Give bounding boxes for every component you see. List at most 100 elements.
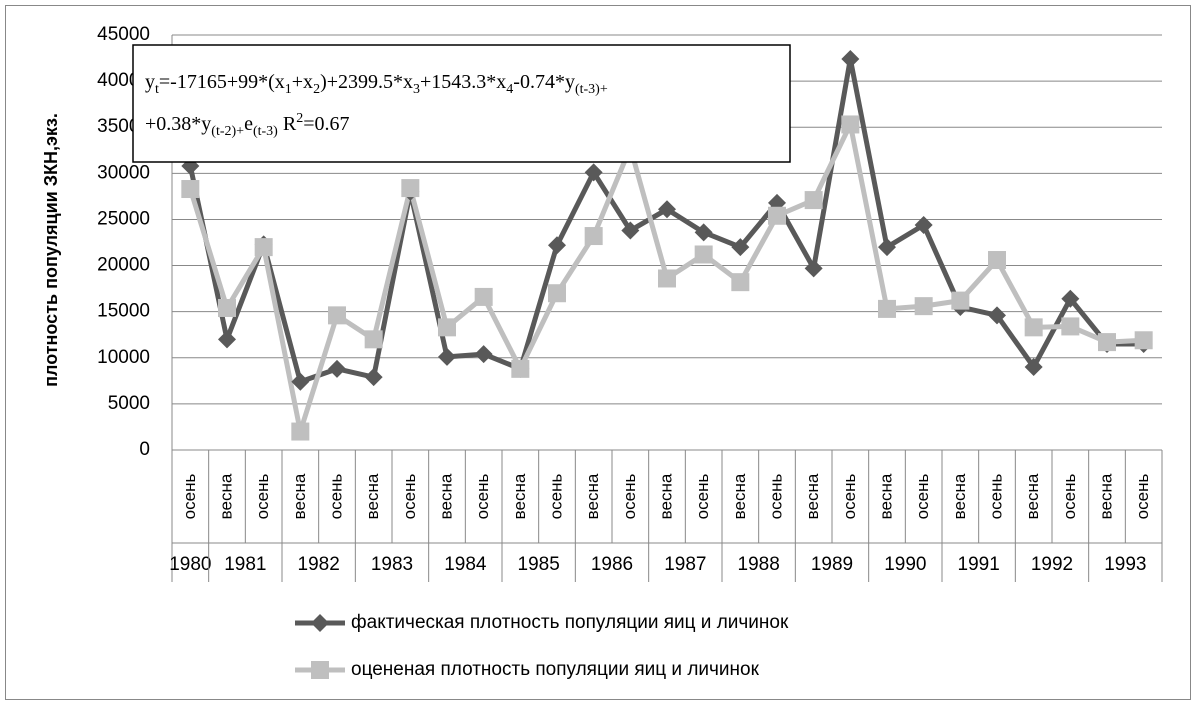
x-tick-label: весна	[656, 473, 675, 519]
data-point	[1061, 289, 1080, 308]
annotation-part: 2	[313, 82, 320, 97]
x-group-label: 1991	[958, 554, 1000, 575]
data-point	[731, 238, 750, 257]
annotation-part: 4	[506, 82, 513, 97]
annotation-part: +0.38*y	[145, 113, 211, 135]
data-point	[181, 180, 200, 199]
x-group-label: 1987	[664, 554, 706, 575]
annotation: yt=-17165+99*(x1+x2)+2399.5*x3+1543.3*x4…	[145, 71, 608, 97]
x-tick-label: осень	[326, 474, 345, 520]
data-point	[548, 236, 566, 255]
annotation-part: 3	[413, 82, 420, 97]
data-point	[438, 318, 456, 337]
data-point	[988, 251, 1006, 270]
x-group-label: 1986	[591, 554, 633, 575]
x-group-label: 1984	[444, 554, 487, 575]
data-point	[804, 259, 823, 278]
x-tick-label: осень	[620, 474, 639, 520]
legend-label: оцененая плотность популяции яиц и личин…	[351, 659, 760, 680]
x-tick-label: осень	[180, 474, 199, 520]
x-group-label: 1985	[518, 554, 560, 575]
annotation-part: R	[278, 113, 297, 135]
y-tick-label: 30000	[97, 162, 150, 183]
data-point	[291, 372, 310, 391]
data-point	[438, 347, 456, 366]
data-point	[254, 238, 273, 257]
data-point	[474, 345, 493, 364]
data-point	[364, 368, 383, 387]
data-point	[621, 221, 640, 240]
annotation-part: (t-2)+	[211, 124, 244, 139]
x-tick-label: осень	[546, 474, 565, 520]
x-group-label: 1990	[884, 554, 926, 575]
data-point	[218, 298, 236, 317]
data-point	[584, 227, 603, 246]
data-point	[804, 191, 823, 210]
x-tick-label: весна	[1023, 473, 1042, 519]
x-group-label: 1989	[811, 554, 853, 575]
y-tick-label: 25000	[97, 208, 150, 229]
x-group-label: 1980	[169, 554, 211, 575]
x-tick-label: осень	[473, 474, 492, 520]
annotation-part: -0.74*y	[513, 71, 575, 93]
x-tick-label: весна	[583, 473, 602, 519]
x-group-label: 1993	[1104, 554, 1146, 575]
data-point	[914, 215, 933, 234]
annotation-part: y	[145, 71, 155, 93]
annotation-part: (t-3)	[253, 124, 278, 139]
x-tick-label: весна	[290, 473, 309, 519]
data-point	[1024, 318, 1043, 337]
data-point	[878, 238, 896, 257]
x-tick-label: весна	[803, 473, 822, 519]
data-point	[841, 49, 860, 68]
x-tick-label: осень	[913, 474, 932, 520]
annotation-box	[132, 44, 791, 163]
data-point	[914, 297, 933, 316]
x-tick-label: осень	[986, 474, 1005, 520]
x-tick-label: весна	[216, 473, 235, 519]
data-point	[328, 306, 346, 325]
legend-label: фактическая плотность популяции яиц и ли…	[351, 612, 789, 633]
data-point	[658, 269, 676, 288]
annotation-part: (t-3)+	[575, 82, 608, 97]
y-tick-label: 20000	[97, 255, 150, 276]
annotation-part: )+2399.5*x	[320, 71, 413, 93]
data-point	[474, 287, 493, 306]
x-group-label: 1982	[298, 554, 340, 575]
annotation-part: t	[155, 82, 159, 97]
legend-marker	[311, 614, 329, 632]
data-point	[841, 115, 860, 134]
data-point	[511, 359, 530, 378]
data-point	[1134, 331, 1153, 350]
x-tick-label: весна	[1096, 473, 1115, 519]
annotation-part: 1	[285, 82, 292, 97]
data-point	[401, 179, 420, 198]
x-tick-label: весна	[510, 473, 529, 519]
x-tick-label: осень	[693, 474, 712, 520]
x-tick-label: осень	[253, 474, 272, 520]
data-point	[218, 330, 236, 349]
data-point	[291, 422, 310, 441]
x-tick-label: осень	[400, 474, 419, 520]
data-point	[584, 163, 603, 182]
annotation-part: 2	[296, 111, 303, 126]
data-point	[1061, 317, 1080, 336]
x-tick-label: осень	[1133, 474, 1152, 520]
data-point	[988, 306, 1006, 325]
data-point	[694, 223, 713, 242]
x-tick-label: осень	[1060, 474, 1079, 520]
data-point	[1024, 358, 1043, 376]
data-point	[658, 200, 676, 219]
data-point	[694, 245, 713, 264]
y-axis-label: плотность популяции ЗКН,экз.	[41, 113, 61, 387]
annotation: +0.38*y(t-2)+e(t-3) R2=0.67	[145, 111, 349, 139]
x-tick-label: весна	[876, 473, 895, 519]
data-point	[1098, 333, 1116, 352]
y-tick-label: 5000	[108, 393, 150, 414]
x-group-label: 1981	[224, 554, 266, 575]
x-tick-label: осень	[840, 474, 859, 520]
y-tick-label: 0	[139, 439, 150, 460]
x-group-label: 1983	[371, 554, 413, 575]
annotation-part: +1543.3*x	[420, 71, 506, 93]
